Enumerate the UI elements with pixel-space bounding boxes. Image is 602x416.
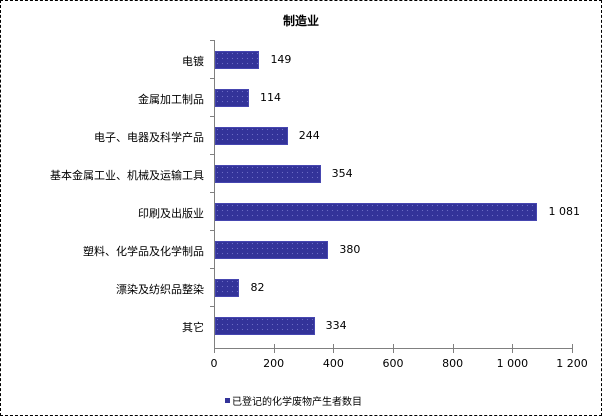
legend-swatch	[225, 398, 230, 403]
value-label: 334	[325, 319, 347, 332]
x-tick-label: 1 200	[556, 357, 588, 370]
value-label: 149	[270, 53, 292, 66]
legend: 已登记的化学废物产生者数目	[225, 393, 362, 408]
category-label: 塑料、化学品及化学制品	[83, 245, 204, 258]
y-axis	[214, 40, 215, 349]
value-label: 380	[339, 243, 361, 256]
x-axis	[214, 348, 573, 349]
y-tick	[210, 268, 215, 269]
y-tick	[210, 116, 215, 117]
chart-title: 制造业	[282, 14, 319, 28]
x-tick-label: 200	[263, 357, 285, 370]
bar	[215, 317, 315, 335]
category-label: 基本金属工业、机械及运输工具	[50, 169, 204, 182]
y-tick	[210, 192, 215, 193]
y-tick	[210, 78, 215, 79]
y-tick	[210, 154, 215, 155]
category-label: 电镀	[182, 55, 204, 68]
legend-label: 已登记的化学废物产生者数目	[232, 397, 362, 408]
value-label: 114	[260, 91, 281, 104]
x-tick-label: 600	[382, 357, 404, 370]
value-label: 1 081	[548, 205, 580, 218]
value-label: 82	[250, 281, 265, 294]
bar	[215, 241, 329, 259]
bar	[215, 127, 288, 145]
y-tick	[210, 306, 215, 307]
category-label: 印刷及出版业	[138, 207, 204, 220]
category-label: 其它	[182, 321, 204, 334]
bar	[215, 89, 249, 107]
value-label: 244	[298, 129, 320, 142]
category-label: 漂染及纺织品整染	[116, 283, 204, 296]
bar	[215, 165, 321, 183]
category-label: 电子、电器及科学产品	[94, 131, 204, 144]
x-tick-label: 0	[210, 357, 218, 370]
x-tick-label: 800	[442, 357, 464, 370]
category-label: 金属加工制品	[138, 93, 204, 106]
y-tick	[210, 40, 215, 41]
y-tick	[210, 230, 215, 231]
bar	[215, 51, 260, 69]
value-label: 354	[331, 167, 353, 180]
bar	[215, 203, 538, 221]
bar	[215, 279, 240, 297]
x-tick-label: 400	[322, 357, 344, 370]
x-tick-label: 1 000	[496, 357, 529, 370]
